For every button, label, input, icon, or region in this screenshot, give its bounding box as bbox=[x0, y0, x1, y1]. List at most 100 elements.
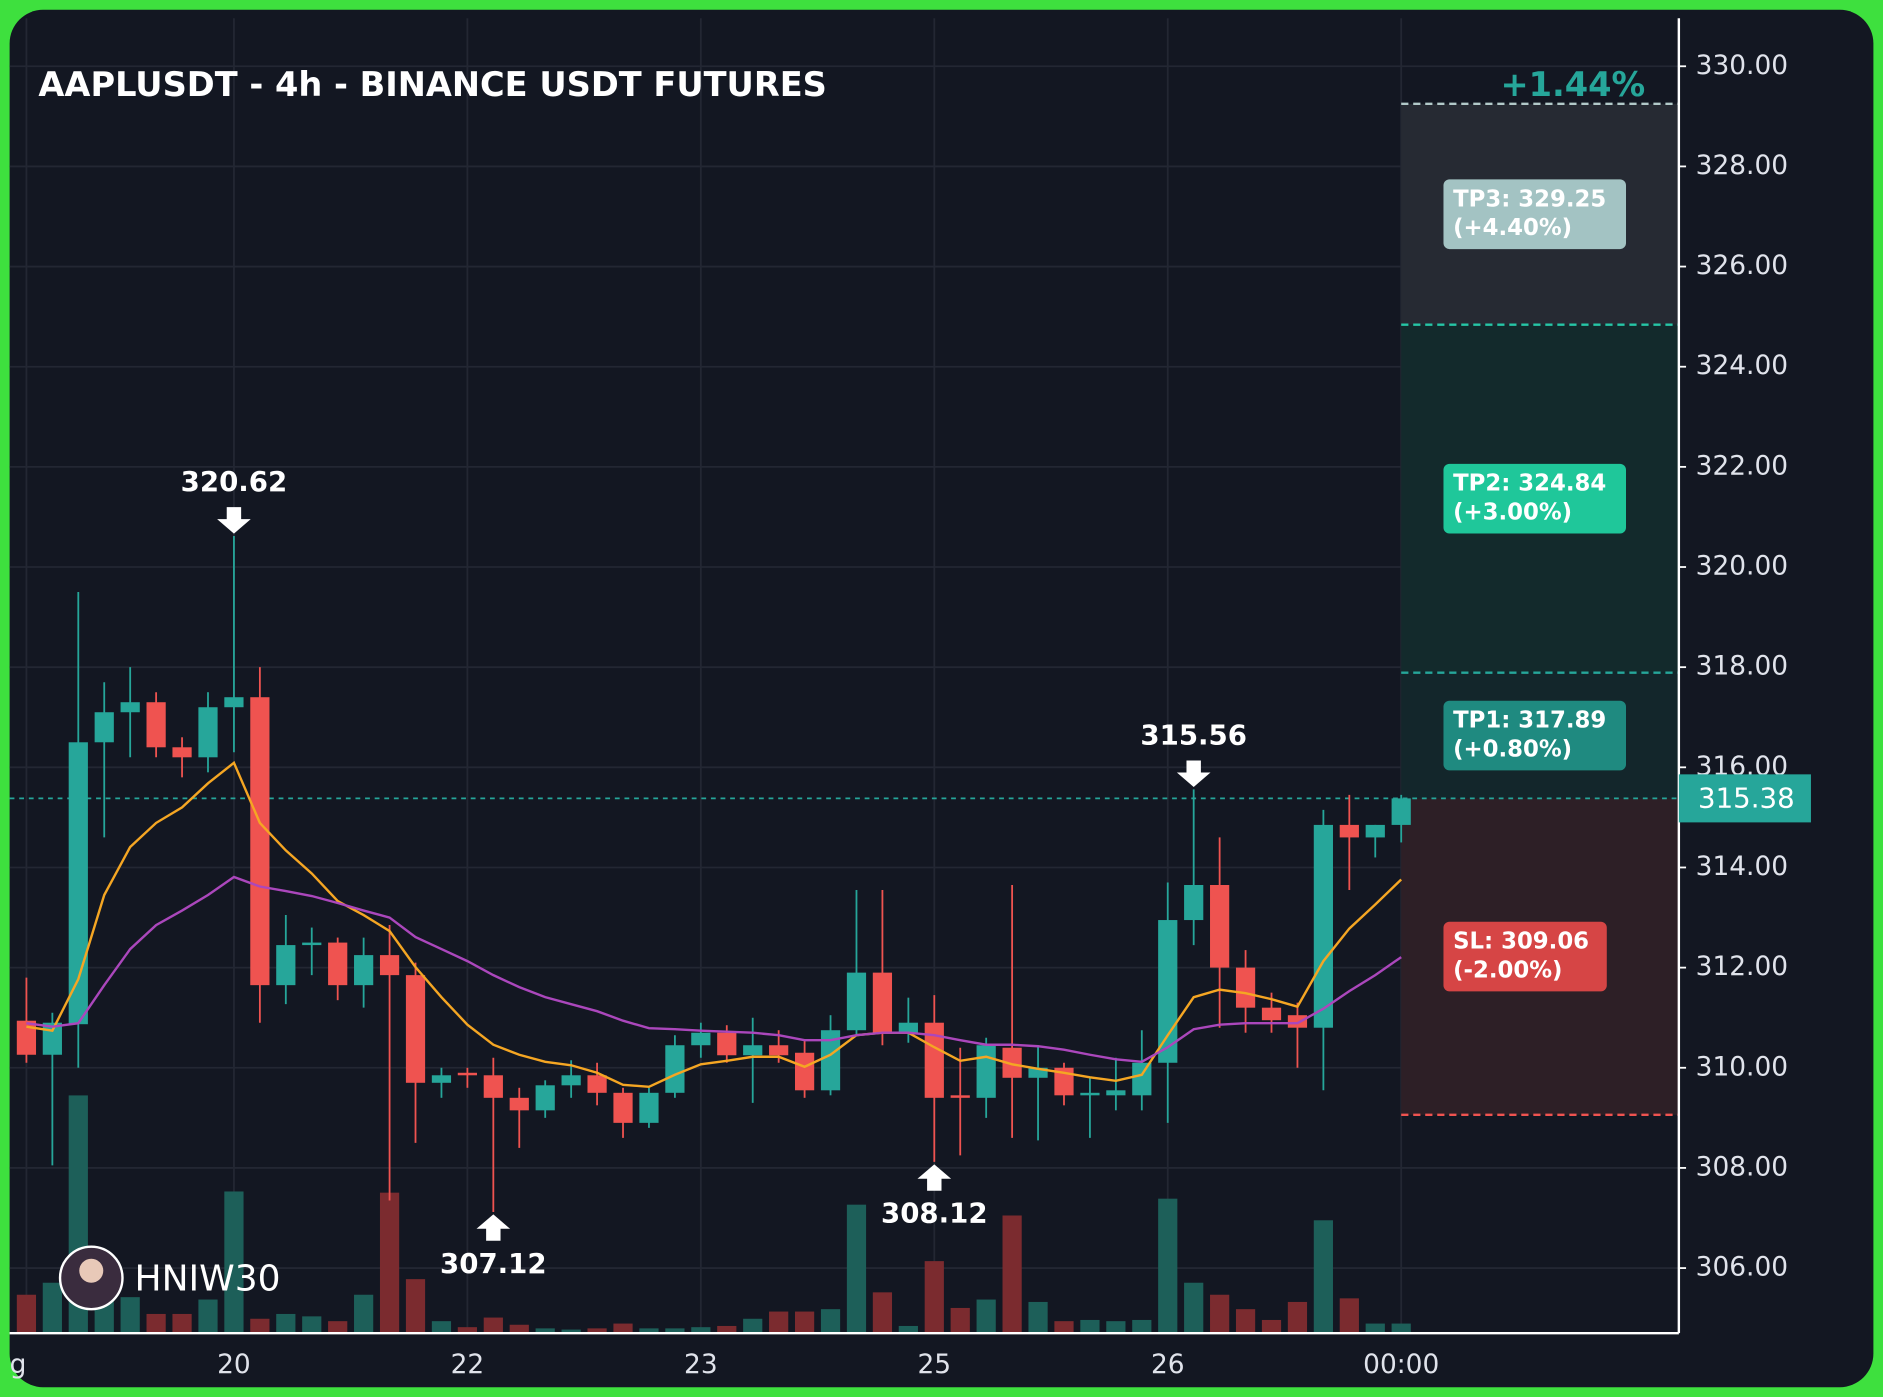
target-label-box bbox=[1443, 179, 1627, 250]
candle-body bbox=[846, 972, 867, 1031]
volume-bar bbox=[1028, 1301, 1048, 1334]
volume-bar bbox=[405, 1279, 426, 1334]
volume-bar bbox=[820, 1309, 841, 1334]
volume-bar bbox=[146, 1313, 166, 1334]
candle-body bbox=[1210, 884, 1230, 968]
annotation-label: 308.12 bbox=[881, 1197, 988, 1230]
candle-body bbox=[1184, 884, 1204, 921]
volume-bar bbox=[1002, 1215, 1022, 1334]
volume-bar bbox=[1365, 1323, 1385, 1334]
stop-change: (-2.00%) bbox=[1453, 958, 1562, 984]
candle-body bbox=[457, 1072, 477, 1076]
volume-bar bbox=[302, 1316, 322, 1334]
volume-bar bbox=[16, 1294, 37, 1334]
candle-body bbox=[1132, 1062, 1152, 1096]
y-tick-label: 308.00 bbox=[1696, 1151, 1788, 1182]
volume-bar bbox=[1261, 1319, 1282, 1334]
target-change: (+3.00%) bbox=[1453, 500, 1572, 526]
candle-body bbox=[1080, 1092, 1100, 1096]
x-tick-label: g bbox=[10, 1349, 27, 1380]
volume-bar bbox=[42, 1282, 62, 1334]
candle-body bbox=[1002, 1047, 1022, 1078]
y-tick-label: 326.00 bbox=[1696, 250, 1788, 281]
candle-body bbox=[639, 1092, 659, 1123]
volume-bar bbox=[1210, 1294, 1230, 1334]
candle-body bbox=[250, 697, 270, 986]
annotation-arrow bbox=[476, 1214, 511, 1241]
target-change: (+0.80%) bbox=[1453, 736, 1572, 762]
candle-body bbox=[561, 1075, 581, 1086]
candle-body bbox=[794, 1052, 815, 1091]
candle-body bbox=[613, 1092, 633, 1123]
avatar-face bbox=[79, 1258, 104, 1283]
volume-bar bbox=[431, 1321, 452, 1334]
x-tick-label: 26 bbox=[1151, 1349, 1185, 1380]
volume-bar bbox=[535, 1328, 555, 1334]
candle-body bbox=[1313, 824, 1333, 1028]
volume-bar bbox=[276, 1313, 296, 1334]
candle-body bbox=[172, 747, 192, 758]
candle-body bbox=[1365, 824, 1385, 838]
volume-bar bbox=[587, 1328, 607, 1334]
candle-body bbox=[483, 1075, 503, 1098]
volume-bar bbox=[639, 1328, 659, 1334]
target-label: TP2: 324.84 bbox=[1453, 471, 1606, 497]
candle-body bbox=[587, 1075, 607, 1093]
candle-body bbox=[1287, 1015, 1308, 1028]
candle-body bbox=[68, 742, 88, 1025]
y-tick-label: 318.00 bbox=[1696, 651, 1788, 682]
candle-body bbox=[665, 1045, 685, 1093]
volume-bar bbox=[561, 1329, 581, 1334]
candle-body bbox=[769, 1045, 789, 1056]
x-tick-label: 20 bbox=[217, 1349, 251, 1380]
x-tick-label: 00:00 bbox=[1363, 1349, 1439, 1380]
candle-body bbox=[198, 707, 218, 758]
candle-body bbox=[405, 975, 426, 1083]
candle-body bbox=[1235, 967, 1256, 1008]
candle-body bbox=[1106, 1090, 1126, 1096]
y-tick-label: 324.00 bbox=[1696, 350, 1788, 381]
volume-bar bbox=[1080, 1319, 1100, 1334]
candle-body bbox=[872, 972, 893, 1033]
candle-body bbox=[1391, 798, 1411, 825]
stop-label-box bbox=[1443, 921, 1607, 992]
volume-bar bbox=[1054, 1321, 1074, 1334]
target-change: (+4.40%) bbox=[1453, 215, 1572, 241]
volume-bar bbox=[1287, 1301, 1308, 1334]
y-tick-label: 314.00 bbox=[1696, 851, 1788, 882]
volume-bar bbox=[976, 1299, 996, 1334]
annotation-label: 320.62 bbox=[181, 465, 288, 498]
candle-body bbox=[379, 955, 400, 976]
candle-body bbox=[431, 1075, 452, 1083]
x-tick-label: 25 bbox=[917, 1349, 951, 1380]
volume-bar bbox=[172, 1313, 192, 1334]
last-price-tag bbox=[1678, 774, 1811, 823]
volume-bar bbox=[250, 1318, 270, 1334]
position-pnl: +1.44% bbox=[1500, 65, 1645, 104]
y-tick-label: 322.00 bbox=[1696, 450, 1788, 481]
candle-body bbox=[950, 1095, 970, 1098]
volume-bar bbox=[483, 1317, 503, 1334]
x-tick-label: 23 bbox=[684, 1349, 718, 1380]
plot: 306.00308.00310.00312.00314.00316.00318.… bbox=[10, 18, 1811, 1380]
candle-body bbox=[924, 1022, 944, 1098]
candle-body bbox=[1339, 824, 1359, 838]
y-tick-label: 310.00 bbox=[1696, 1051, 1788, 1082]
candle-body bbox=[717, 1032, 737, 1056]
target-label: TP3: 329.25 bbox=[1453, 186, 1606, 212]
volume-bar bbox=[509, 1324, 529, 1334]
volume-bar bbox=[924, 1261, 944, 1334]
candle-body bbox=[276, 945, 296, 986]
candle-body bbox=[302, 942, 322, 946]
volume-bar bbox=[872, 1292, 893, 1334]
candle-body bbox=[691, 1032, 711, 1046]
volume-bar bbox=[898, 1325, 918, 1334]
x-tick-label: 22 bbox=[451, 1349, 485, 1380]
candle-body bbox=[224, 697, 244, 708]
volume-bar bbox=[457, 1327, 477, 1334]
volume-bar bbox=[1184, 1282, 1204, 1334]
volume-bar bbox=[1158, 1198, 1178, 1334]
candle-body bbox=[509, 1097, 529, 1111]
